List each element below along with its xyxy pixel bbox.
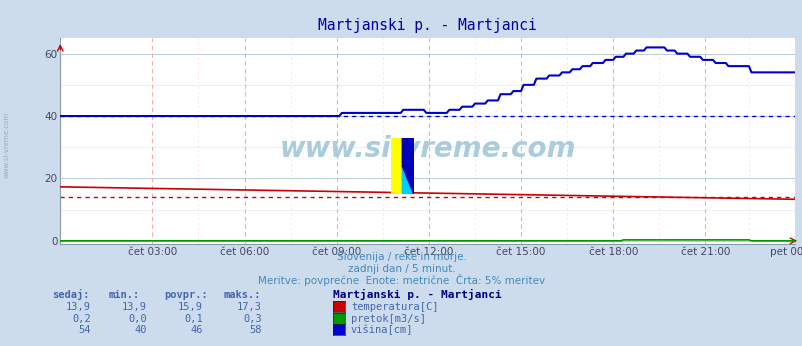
Title: Martjanski p. - Martjanci: Martjanski p. - Martjanci (318, 18, 537, 33)
Text: www.si-vreme.com: www.si-vreme.com (3, 112, 10, 179)
Text: Martjanski p. - Martjanci: Martjanski p. - Martjanci (333, 289, 501, 300)
Text: 0,3: 0,3 (243, 314, 261, 324)
Text: 40: 40 (134, 325, 147, 335)
Text: 17,3: 17,3 (237, 302, 261, 312)
Text: maks.:: maks.: (223, 290, 261, 300)
Text: Slovenija / reke in morje.: Slovenija / reke in morje. (336, 252, 466, 262)
Text: 0,1: 0,1 (184, 314, 203, 324)
Polygon shape (391, 138, 402, 194)
Text: 46: 46 (190, 325, 203, 335)
Text: 54: 54 (78, 325, 91, 335)
Text: min.:: min.: (108, 290, 140, 300)
Text: pretok[m3/s]: pretok[m3/s] (350, 314, 425, 324)
Text: 13,9: 13,9 (66, 302, 91, 312)
Text: 13,9: 13,9 (122, 302, 147, 312)
Text: 0,0: 0,0 (128, 314, 147, 324)
Text: temperatura[C]: temperatura[C] (350, 302, 438, 312)
Text: povpr.:: povpr.: (164, 290, 208, 300)
Text: 0,2: 0,2 (72, 314, 91, 324)
Polygon shape (402, 138, 413, 194)
Text: 58: 58 (249, 325, 261, 335)
Text: sedaj:: sedaj: (52, 289, 90, 300)
Text: 15,9: 15,9 (178, 302, 203, 312)
Polygon shape (402, 166, 413, 194)
Text: zadnji dan / 5 minut.: zadnji dan / 5 minut. (347, 264, 455, 274)
Text: višina[cm]: višina[cm] (350, 325, 413, 335)
Text: Meritve: povprečne  Enote: metrične  Črta: 5% meritev: Meritve: povprečne Enote: metrične Črta:… (257, 274, 545, 286)
Text: www.si-vreme.com: www.si-vreme.com (279, 135, 575, 163)
